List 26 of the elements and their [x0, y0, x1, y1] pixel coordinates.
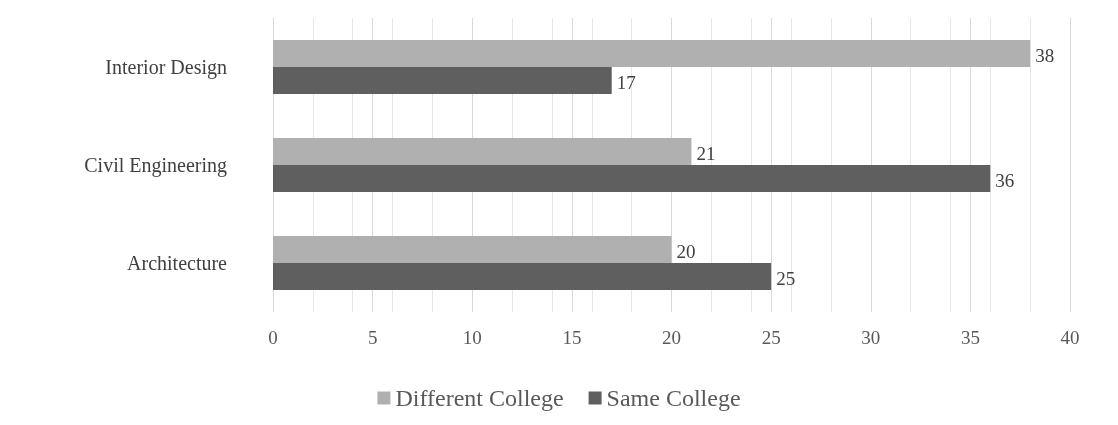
data-label: 25: [776, 268, 796, 289]
x-tick-label: 15: [562, 327, 582, 348]
y-tick-label: Interior Design: [105, 56, 227, 79]
legend-label: Same College: [606, 385, 741, 411]
x-tick-label: 35: [960, 327, 980, 348]
x-tick-label: 20: [662, 327, 681, 348]
bar: [273, 236, 672, 263]
data-label: 20: [676, 241, 696, 262]
x-tick-label: 5: [367, 327, 378, 348]
bar: [273, 40, 1031, 67]
x-tick-label: 10: [462, 327, 482, 348]
data-label: 21: [696, 143, 716, 164]
y-tick-label: Civil Engineering: [84, 154, 227, 177]
bar: [273, 165, 991, 192]
bar: [273, 263, 772, 290]
data-label: 36: [995, 170, 1015, 191]
legend-label: Different College: [395, 385, 564, 411]
bar: [273, 138, 692, 165]
data-label: 17: [616, 72, 636, 93]
x-tick-label: 40: [1060, 327, 1080, 348]
bar: [273, 67, 612, 94]
x-tick-label: 0: [268, 327, 278, 348]
x-tick-label: 25: [761, 327, 781, 348]
data-label: 38: [1035, 45, 1055, 66]
x-tick-label: 30: [861, 327, 881, 348]
y-tick-label: Architecture: [127, 252, 228, 274]
